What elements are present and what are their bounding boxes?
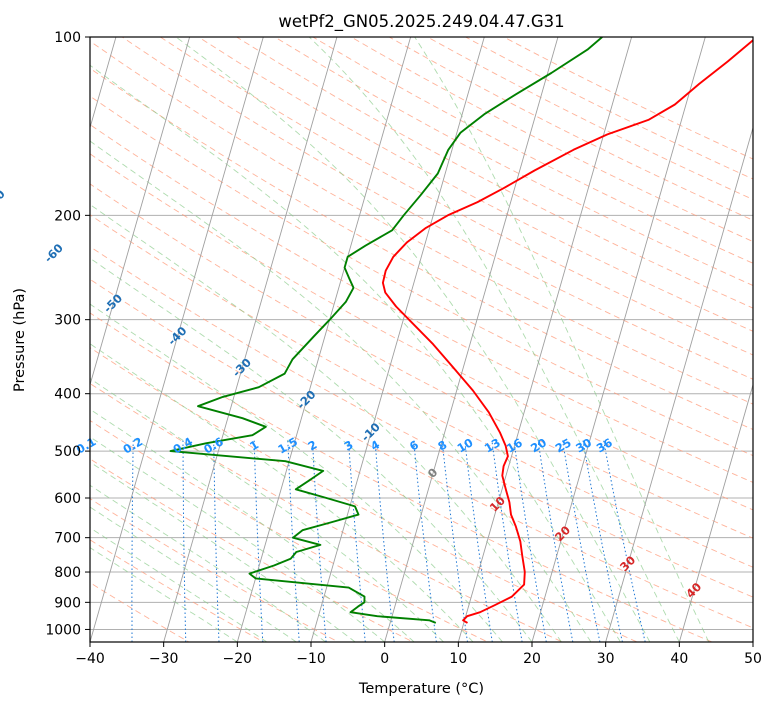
x-tick-label: 40: [670, 651, 688, 667]
dry-adiabat-line: [90, 153, 753, 511]
dewpoint-profile: [169, 37, 603, 624]
dry-adiabat-line: [350, 37, 753, 243]
isotherm-line: [605, 126, 753, 642]
moist-adiabat-line: [90, 257, 533, 642]
background-grid: [90, 37, 753, 630]
dry-adiabat-line: [90, 214, 753, 568]
isotherm-line: [531, 37, 706, 642]
moist-adiabat-line: [90, 64, 621, 642]
isotherm-line: [90, 37, 117, 130]
isotherm-line: [163, 37, 338, 642]
moist-adiabat-line: [414, 37, 710, 642]
mixing-ratio-line: [374, 440, 395, 642]
moist-adiabat-line: [308, 37, 680, 642]
dry-adiabat-line: [90, 498, 340, 642]
mixing-ratio-label: 25: [553, 435, 574, 455]
x-tick-label: −20: [223, 651, 253, 667]
isotherm-line: [90, 37, 264, 642]
y-tick-label: 100: [54, 30, 81, 46]
moist-adiabat-line: [90, 203, 562, 642]
mixing-ratio-label: 13: [482, 435, 503, 455]
moist-adiabat-line: [90, 377, 444, 642]
mixing-ratio-line: [182, 440, 187, 642]
isotherm-label: -70: [0, 187, 8, 212]
moist-adiabat-line: [90, 484, 326, 642]
mixing-ratio-line: [312, 440, 327, 642]
x-tick-label: −10: [296, 651, 326, 667]
dry-adiabat-line: [502, 37, 753, 160]
x-tick-label: −30: [149, 651, 179, 667]
x-tick-label: 0: [380, 651, 389, 667]
dry-adiabat-line: [90, 95, 753, 457]
moist-adiabat-line: [175, 37, 651, 642]
y-tick-label: 800: [54, 565, 81, 581]
isotherm-line: [90, 37, 191, 387]
mixing-ratio-label: 20: [528, 435, 549, 455]
mixing-ratio-line: [464, 440, 493, 642]
mixing-ratio-lines: [131, 440, 646, 642]
y-tick-label: 1000: [45, 622, 81, 638]
dry-adiabat-line: [90, 420, 489, 642]
y-axis-title: Pressure (hPa): [12, 288, 28, 392]
y-tick-label: 200: [54, 208, 81, 224]
dry-adiabat-line: [90, 539, 265, 642]
plot-frame: [89, 36, 754, 643]
dry-adiabat-line: [90, 278, 753, 629]
x-tick-label: 20: [523, 651, 541, 667]
mixing-ratio-label: 16: [504, 435, 525, 455]
moist-adiabat-line: [90, 461, 356, 642]
isotherm-line: [236, 37, 412, 642]
mixing-ratio-line: [441, 440, 468, 642]
mixing-ratio-line: [131, 440, 134, 642]
chart-title: wetPf2_GN05.2025.249.04.47.G31: [278, 12, 564, 32]
dry-adiabat-line: [90, 183, 753, 539]
y-tick-label: 500: [54, 444, 81, 460]
mixing-ratio-label: 30: [573, 435, 594, 455]
y-tick-label: 900: [54, 595, 81, 611]
moist-adiabat-line: [90, 506, 297, 642]
x-tick-label: 30: [597, 651, 615, 667]
dry-adiabat-line: [90, 246, 753, 598]
mixing-ratio-line: [287, 440, 300, 642]
isotherm-line: [384, 37, 559, 642]
x-tick-label: −40: [75, 651, 105, 667]
y-tick-label: 300: [54, 313, 81, 329]
isotherms: [90, 37, 753, 642]
x-tick-label: 50: [744, 651, 762, 667]
temperature-profile: [381, 39, 753, 624]
moist-adiabat-line: [90, 140, 592, 642]
mixing-ratio-line: [348, 440, 366, 642]
dry-adiabat-line: [159, 37, 753, 356]
mixing-ratio-line: [253, 440, 264, 642]
sounding-profiles: [169, 37, 753, 624]
dry-adiabat-line: [90, 40, 753, 405]
mixing-ratio-label: 10: [455, 435, 476, 455]
isotherm-line: [457, 37, 633, 642]
dry-adiabat-line: [121, 37, 753, 380]
x-tick-label: 10: [449, 651, 467, 667]
plot-background: [90, 37, 753, 642]
dry-adiabats: [90, 37, 753, 642]
y-tick-label: 700: [54, 531, 81, 547]
isotherm-line: [310, 37, 485, 642]
dry-adiabat-line: [312, 37, 753, 264]
axes: −40 −30 −20 −10 0 10 20 30 40 50 100 200 300 400 500 60…: [45, 30, 762, 667]
mixing-ratio-label: 36: [594, 435, 615, 455]
dry-adiabat-line: [388, 37, 753, 221]
y-tick-label: 600: [54, 491, 81, 507]
isotherm-line: [678, 383, 753, 642]
dry-adiabat-line: [90, 124, 753, 483]
x-axis-title: Temperature (°C): [358, 681, 484, 697]
mixing-ratio-line: [413, 440, 437, 642]
y-tick-label: 400: [54, 387, 81, 403]
moist-adiabat-line: [90, 303, 503, 642]
dry-adiabat-line: [90, 347, 639, 642]
dry-adiabat-line: [90, 382, 564, 642]
mixing-ratio-line: [213, 440, 220, 642]
